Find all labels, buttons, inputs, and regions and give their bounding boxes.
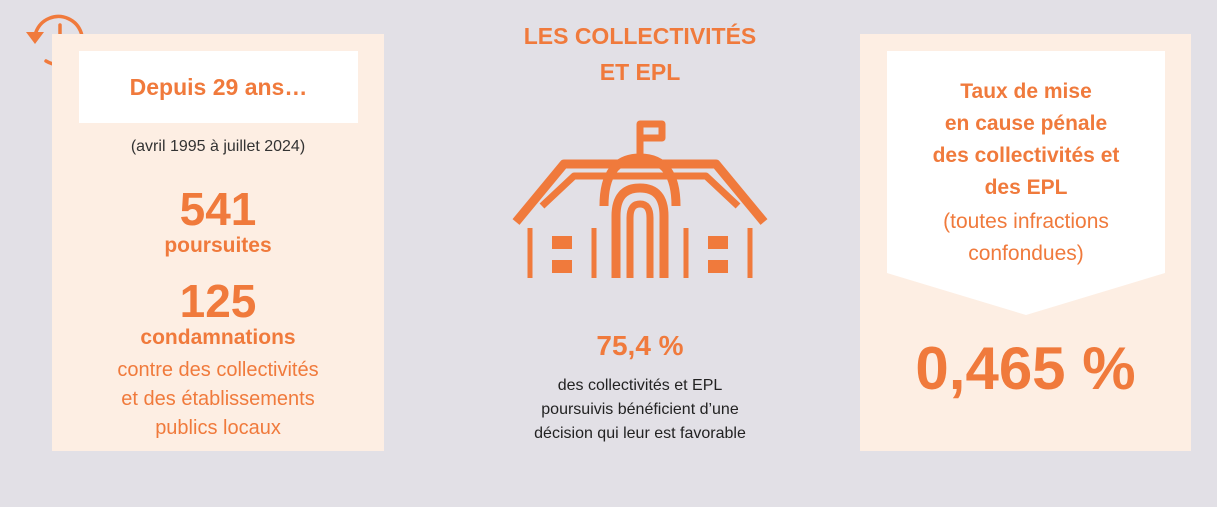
center-description-line: poursuivis bénéficient d’une <box>541 401 739 418</box>
center-description: des collectivités et EPL poursuivis béné… <box>470 374 810 446</box>
rate-subtitle: (toutes infractions confondues) <box>887 206 1165 270</box>
prosecutions-count: 541 <box>179 183 257 235</box>
prosecutions-label: poursuites <box>164 234 272 257</box>
left-description-line: publics locaux <box>155 417 281 439</box>
left-description: contre des collectivités et des établiss… <box>52 356 384 443</box>
rate-value: 0,465 % <box>915 335 1136 402</box>
callout-shape <box>887 51 1165 315</box>
convictions-label: condamnations <box>140 326 296 349</box>
rate-title-line: des collectivités et <box>932 144 1120 167</box>
stats-panel-left: Depuis 29 ans… (avril 1995 à juillet 202… <box>52 34 384 451</box>
rate-title-line: Taux de mise <box>960 80 1092 103</box>
stats-panel-right: Taux de mise en cause pénale des collect… <box>860 34 1191 451</box>
left-description-line: contre des collectivités <box>117 359 319 381</box>
favorable-percentage: 75,4 % <box>596 330 684 361</box>
period-text: (avril 1995 à juillet 2024) <box>130 138 306 155</box>
left-description-line: et des établissements <box>121 388 315 410</box>
rate-subtitle-line: (toutes infractions <box>943 210 1109 233</box>
center-title-line: LES COLLECTIVITÉS <box>523 23 757 49</box>
rate-title-line: des EPL <box>984 176 1068 199</box>
center-title: LES COLLECTIVITÉS ET EPL <box>470 18 810 90</box>
center-description-line: des collectivités et EPL <box>557 377 723 394</box>
rate-subtitle-line: confondues) <box>968 242 1084 265</box>
center-description-line: décision qui leur est favorable <box>534 425 746 442</box>
left-header: Depuis 29 ans… <box>79 51 358 123</box>
rate-title-line: en cause pénale <box>944 112 1108 135</box>
town-hall-icon <box>512 120 768 278</box>
center-title-line: ET EPL <box>599 59 681 85</box>
convictions-count: 125 <box>179 275 257 327</box>
rate-title: Taux de mise en cause pénale des collect… <box>887 76 1165 204</box>
